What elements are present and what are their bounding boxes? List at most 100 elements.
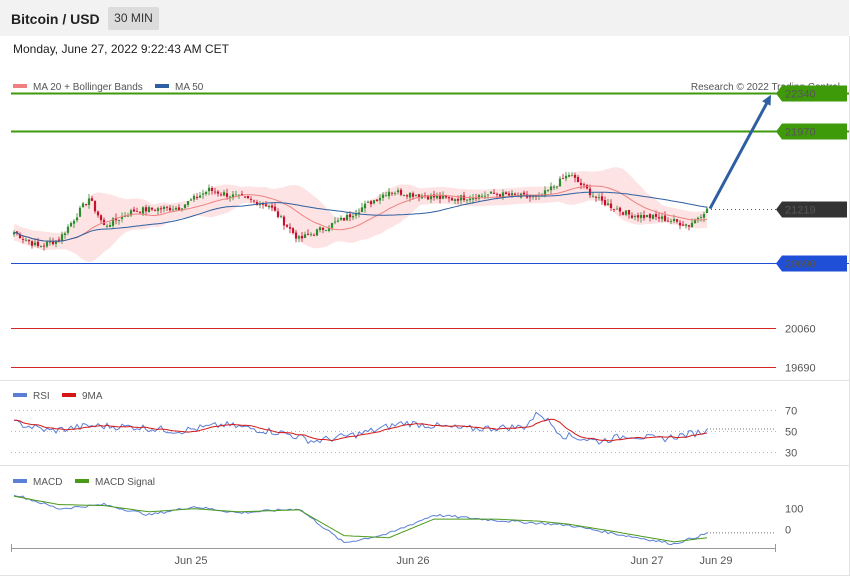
candle-body [546,190,550,191]
candle-body [282,216,286,226]
candle-body [363,203,367,209]
candle-body [402,195,406,196]
chart-header: Bitcoin / USD 30 MIN [0,0,849,36]
candle-body [54,240,58,244]
candle-body [96,211,100,216]
candle-body [696,217,700,220]
candle-body [627,209,631,215]
candle-body [87,198,91,205]
candle-body [309,234,313,235]
candle-body [549,186,553,191]
candle-body [27,240,31,242]
candle-body [639,214,643,219]
candle-body [675,219,679,222]
candle-body [561,178,565,180]
candle-body [558,178,562,187]
ma20-legend-label: MA 20 + Bollinger Bands [33,82,143,93]
candle-body [231,194,235,198]
candle-body [702,214,706,218]
candle-body [690,222,694,228]
candle-body [354,213,358,216]
candle-body [333,221,337,223]
candle-body [42,245,46,247]
rsi-tick-70: 70 [785,406,797,418]
candle-body [585,184,589,189]
macd-signal-legend-swatch [75,479,89,483]
candle-body [654,214,658,217]
candle-body [513,193,517,195]
macd-line [13,494,708,546]
candle-body [123,216,127,218]
rsi-line [13,411,708,445]
candle-body [57,239,61,242]
candle-body [384,195,388,197]
candle-body [330,223,334,228]
candle-body [501,192,505,198]
candle-body [351,216,355,218]
candle-body [390,192,394,194]
candle-body [156,208,160,211]
candle-body [531,196,535,198]
candle-body [117,219,121,221]
candle-body [414,195,418,197]
x-tick-label: Jun 26 [396,555,429,567]
macd-legend: MACD MACD Signal [13,477,155,488]
candle-body [453,199,457,202]
candle-body [141,207,145,214]
candle-body [381,194,385,198]
candle-body [306,233,310,235]
timeframe-button[interactable]: 30 MIN [108,7,159,30]
candle-body [108,224,112,227]
rsi-ma-legend-label: 9MA [82,391,103,402]
macd-signal-legend-label: MACD Signal [95,477,155,488]
candle-body [450,198,454,201]
candle-body [678,222,682,226]
candle-body [471,197,475,200]
candle-body [465,199,469,201]
candle-body [63,233,67,236]
candle-body [666,220,670,222]
candle-body [645,215,649,218]
candle-body [30,241,34,246]
candle-body [315,229,319,236]
candle-body [210,187,214,191]
macd-signal-line [13,495,708,543]
candle-body [33,242,37,245]
candle-body [462,195,466,201]
candle-body [126,215,130,217]
x-tick-label: Jun 29 [699,555,732,567]
candle-body [522,192,526,195]
candle-body [600,196,604,201]
candle-body [300,235,304,239]
candle-body [294,232,298,239]
candle-body [171,209,175,211]
instrument-title: Bitcoin / USD [11,11,100,27]
candle-body [369,201,373,205]
candle-body [135,211,139,212]
rsi-legend: RSI 9MA [13,391,103,402]
candle-body [195,196,199,198]
candle-body [51,240,55,245]
candle-body [186,201,190,205]
macd-legend-swatch [13,479,27,483]
candle-body [681,224,685,226]
candle-body [336,220,340,222]
rsi-ma-legend-swatch [62,393,76,397]
candle-body [201,193,205,195]
candle-body [372,200,376,204]
candle-body [567,175,571,177]
candle-body [264,204,268,207]
candle-body [60,234,64,242]
candle-body [312,234,316,236]
projection-arrow-head [762,94,771,106]
candle-body [687,225,691,227]
candle-body [99,215,103,221]
candle-body [579,182,583,186]
candle-body [21,239,25,240]
candle-body [75,217,79,221]
candle-body [24,239,28,241]
candle-body [651,214,655,219]
level-label-20690: 20690 [785,259,816,271]
candle-body [12,232,16,235]
candle-body [267,206,271,208]
